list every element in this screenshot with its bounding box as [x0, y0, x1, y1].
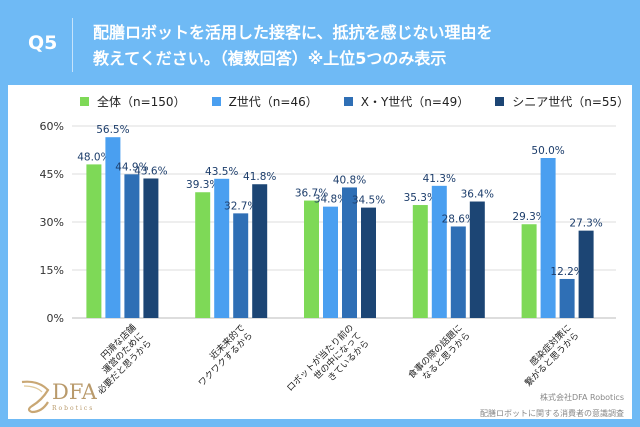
question-label: Q5 [28, 32, 58, 54]
data-label: 43.6% [134, 165, 167, 177]
legend-swatch [80, 97, 89, 106]
data-label: 48.0% [77, 151, 110, 163]
bar [521, 224, 537, 318]
data-label: 29.3% [512, 211, 545, 223]
bar [540, 158, 556, 318]
bar [195, 192, 211, 318]
source-survey: 配膳ロボットに関する消費者の意識調査 [480, 409, 624, 418]
x-tick-label: 食事の際の話題になると思うから [406, 322, 473, 389]
header-divider [72, 18, 73, 72]
data-label: 41.8% [243, 171, 276, 183]
bar [214, 178, 230, 318]
data-label: 28.6% [442, 213, 475, 225]
y-tick-label: 60% [40, 120, 64, 133]
legend-swatch [495, 97, 505, 106]
source-note: 株式会社DFA Robotics 配膳ロボットに関する消費者の意識調査 [480, 390, 624, 422]
data-label: 44.9% [115, 161, 148, 173]
data-label: 34.8% [314, 194, 347, 206]
data-label: 50.0% [531, 145, 564, 157]
y-tick-label: 15% [40, 264, 64, 277]
logo-subtext: Robotics [52, 405, 95, 412]
bar [559, 278, 575, 318]
bar [233, 213, 249, 318]
data-label: 36.4% [461, 189, 494, 201]
legend-item-gen-xy: X・Y世代（n=49） [343, 93, 470, 110]
data-label: 36.7% [295, 188, 328, 200]
legend: 全体（n=150） Z世代（n=46） X・Y世代（n=49） シニア世代（n=… [80, 93, 629, 110]
data-label: 35.3% [404, 192, 437, 204]
bar [361, 207, 376, 318]
data-label: 56.5% [96, 124, 129, 136]
bar [143, 178, 159, 318]
bar [323, 206, 338, 318]
bar [431, 185, 447, 318]
legend-swatch [343, 97, 353, 106]
bar [469, 201, 485, 318]
bar [412, 205, 428, 318]
bar [304, 200, 319, 318]
source-company: 株式会社DFA Robotics [539, 393, 624, 402]
dfa-logo-icon [21, 380, 50, 414]
title-line-2: 教えてください。（複数回答）※上位5つのみ表示 [93, 49, 447, 68]
legend-item-senior: シニア世代（n=55） [495, 93, 629, 110]
data-label: 41.3% [423, 173, 456, 185]
x-tick-label: 感染症対策に繋がると思うから [514, 322, 581, 389]
data-label: 40.8% [333, 174, 366, 186]
y-tick-label: 0% [47, 312, 64, 325]
data-label: 34.5% [352, 195, 385, 207]
legend-label: X・Y世代（n=49） [360, 95, 470, 109]
y-tick-label: 30% [40, 216, 64, 229]
title-line-1: 配膳ロボットを活用した接客に、抵抗を感じない理由を [93, 23, 493, 42]
data-label: 43.5% [205, 166, 238, 178]
data-label: 27.3% [569, 218, 602, 230]
header: Q5 配膳ロボットを活用した接客に、抵抗を感じない理由を 教えてください。（複数… [0, 0, 640, 85]
legend-item-gen-z: Z世代（n=46） [211, 93, 318, 110]
legend-label: シニア世代（n=55） [512, 95, 630, 109]
legend-item-all: 全体（n=150） [80, 93, 186, 110]
bar [450, 226, 466, 318]
data-label: 12.2% [550, 266, 583, 278]
page-title: 配膳ロボットを活用した接客に、抵抗を感じない理由を 教えてください。（複数回答）… [93, 20, 493, 72]
y-tick-label: 45% [40, 168, 64, 181]
bar [342, 187, 357, 318]
logo-text: DFA [52, 380, 97, 404]
x-tick-label: ロボットが当たり前の世の中になってきているから [284, 322, 372, 410]
legend-label: Z世代（n=46） [228, 95, 318, 109]
legend-swatch [211, 97, 221, 106]
bar [578, 230, 594, 318]
legend-label: 全体（n=150） [97, 95, 186, 109]
data-label: 32.7% [224, 200, 257, 212]
bar [86, 164, 102, 318]
x-tick-label: 近未来的でワクワクするから [188, 322, 255, 389]
bar [105, 137, 121, 318]
bar [252, 184, 268, 318]
bar [124, 174, 140, 318]
data-label: 39.3% [186, 179, 219, 191]
